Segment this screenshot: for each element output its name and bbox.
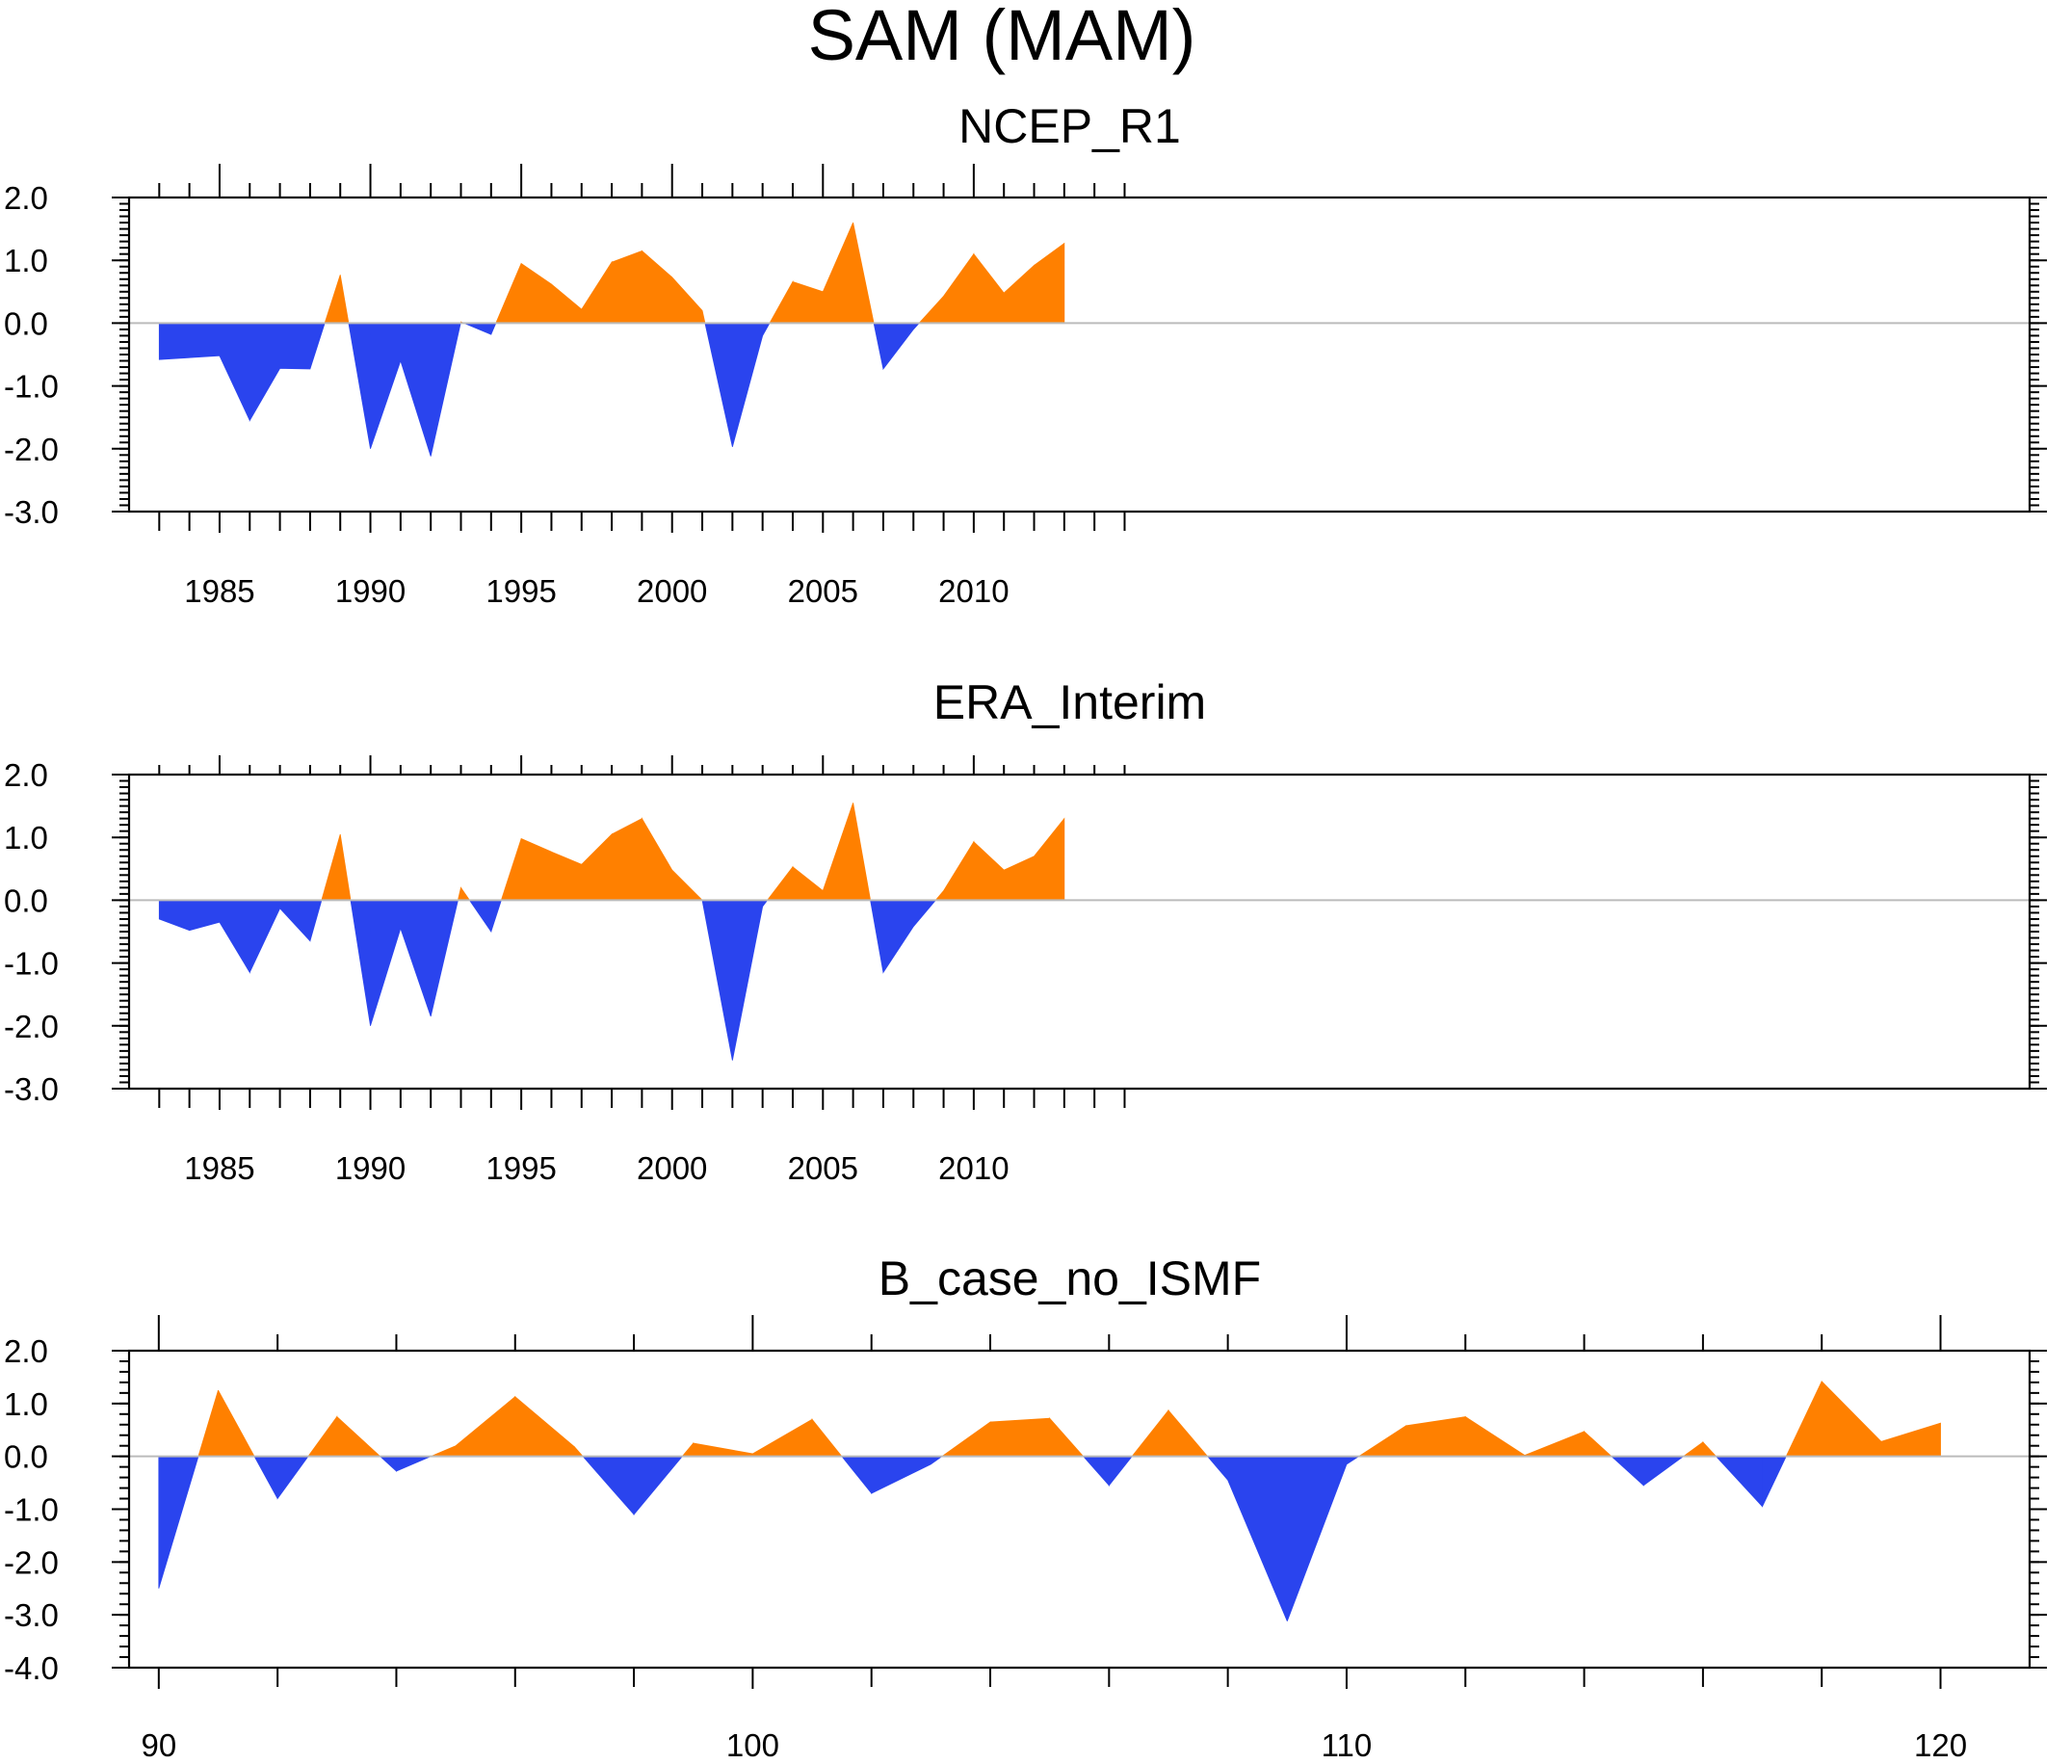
x-tick-label: 2000 <box>637 573 707 609</box>
figure-title: SAM (MAM) <box>808 0 1196 75</box>
x-tick-label: 2005 <box>788 1150 858 1186</box>
panels: NCEP_R1 -3.0 -2.0 -1.0 0.0 1.0 2.0 1985 1990 1995… <box>4 99 2047 1763</box>
y-tick-label: 2.0 <box>4 180 48 216</box>
y-tick-label: 0.0 <box>4 305 48 341</box>
y-tick-label: -3.0 <box>4 1071 59 1107</box>
y-tick-label: -3.0 <box>4 1597 59 1633</box>
positive-area <box>197 1380 1941 1458</box>
x-tick-label: 1990 <box>335 1150 406 1186</box>
y-tick-label: 2.0 <box>4 1333 48 1369</box>
y-tick-label: -1.0 <box>4 946 59 982</box>
plot-frame <box>127 1349 2032 1670</box>
x-tick-label: 2005 <box>788 573 858 609</box>
y-tick-label: 1.0 <box>4 243 48 278</box>
y-tick-label: -3.0 <box>4 494 59 530</box>
panel-title: B_case_no_ISMF <box>879 1251 1261 1305</box>
x-tick-label: 1985 <box>184 1150 254 1186</box>
y-tick-label: -2.0 <box>4 1544 59 1580</box>
positive-area <box>321 803 1065 901</box>
y-tick-label: 2.0 <box>4 757 48 793</box>
panel-3: B_case_no_ISMF -4.0 -3.0 -2.0 -1.0 0.0 1.0 2.0 9… <box>4 1251 2047 1763</box>
y-tick-label: -1.0 <box>4 369 59 405</box>
y-tick-label: -4.0 <box>4 1650 59 1686</box>
panel-2: ERA_Interim -3.0 -2.0 -1.0 0.0 1.0 2.0 1985 1990… <box>4 675 2047 1186</box>
x-tick-label: 90 <box>141 1727 176 1763</box>
x-tick-label: 2010 <box>938 1150 1009 1186</box>
x-tick-label: 1990 <box>335 573 406 609</box>
y-tick-label: 0.0 <box>4 1439 48 1475</box>
negative-area <box>158 1456 1787 1621</box>
x-tick-label: 2010 <box>938 573 1009 609</box>
positive-area <box>324 222 1065 324</box>
negative-area <box>158 900 937 1061</box>
panel-title: ERA_Interim <box>933 675 1206 729</box>
y-tick-label: -1.0 <box>4 1492 59 1528</box>
x-tick-label: 110 <box>1322 1727 1373 1763</box>
y-tick-label: 0.0 <box>4 882 48 918</box>
y-tick-label: 1.0 <box>4 1386 48 1422</box>
negative-area <box>158 323 921 457</box>
y-tick-label: -2.0 <box>4 432 59 467</box>
y-tick-label: -2.0 <box>4 1009 59 1044</box>
x-tick-label: 1995 <box>485 573 556 609</box>
panel-title: NCEP_R1 <box>958 99 1181 153</box>
x-tick-label: 120 <box>1914 1727 1967 1763</box>
x-tick-label: 100 <box>726 1727 779 1763</box>
panel-1: NCEP_R1 -3.0 -2.0 -1.0 0.0 1.0 2.0 1985 1990 1995… <box>4 99 2047 609</box>
y-tick-label: 1.0 <box>4 820 48 856</box>
x-tick-label: 1985 <box>184 573 254 609</box>
x-tick-label: 1995 <box>485 1150 556 1186</box>
x-tick-label: 2000 <box>637 1150 707 1186</box>
